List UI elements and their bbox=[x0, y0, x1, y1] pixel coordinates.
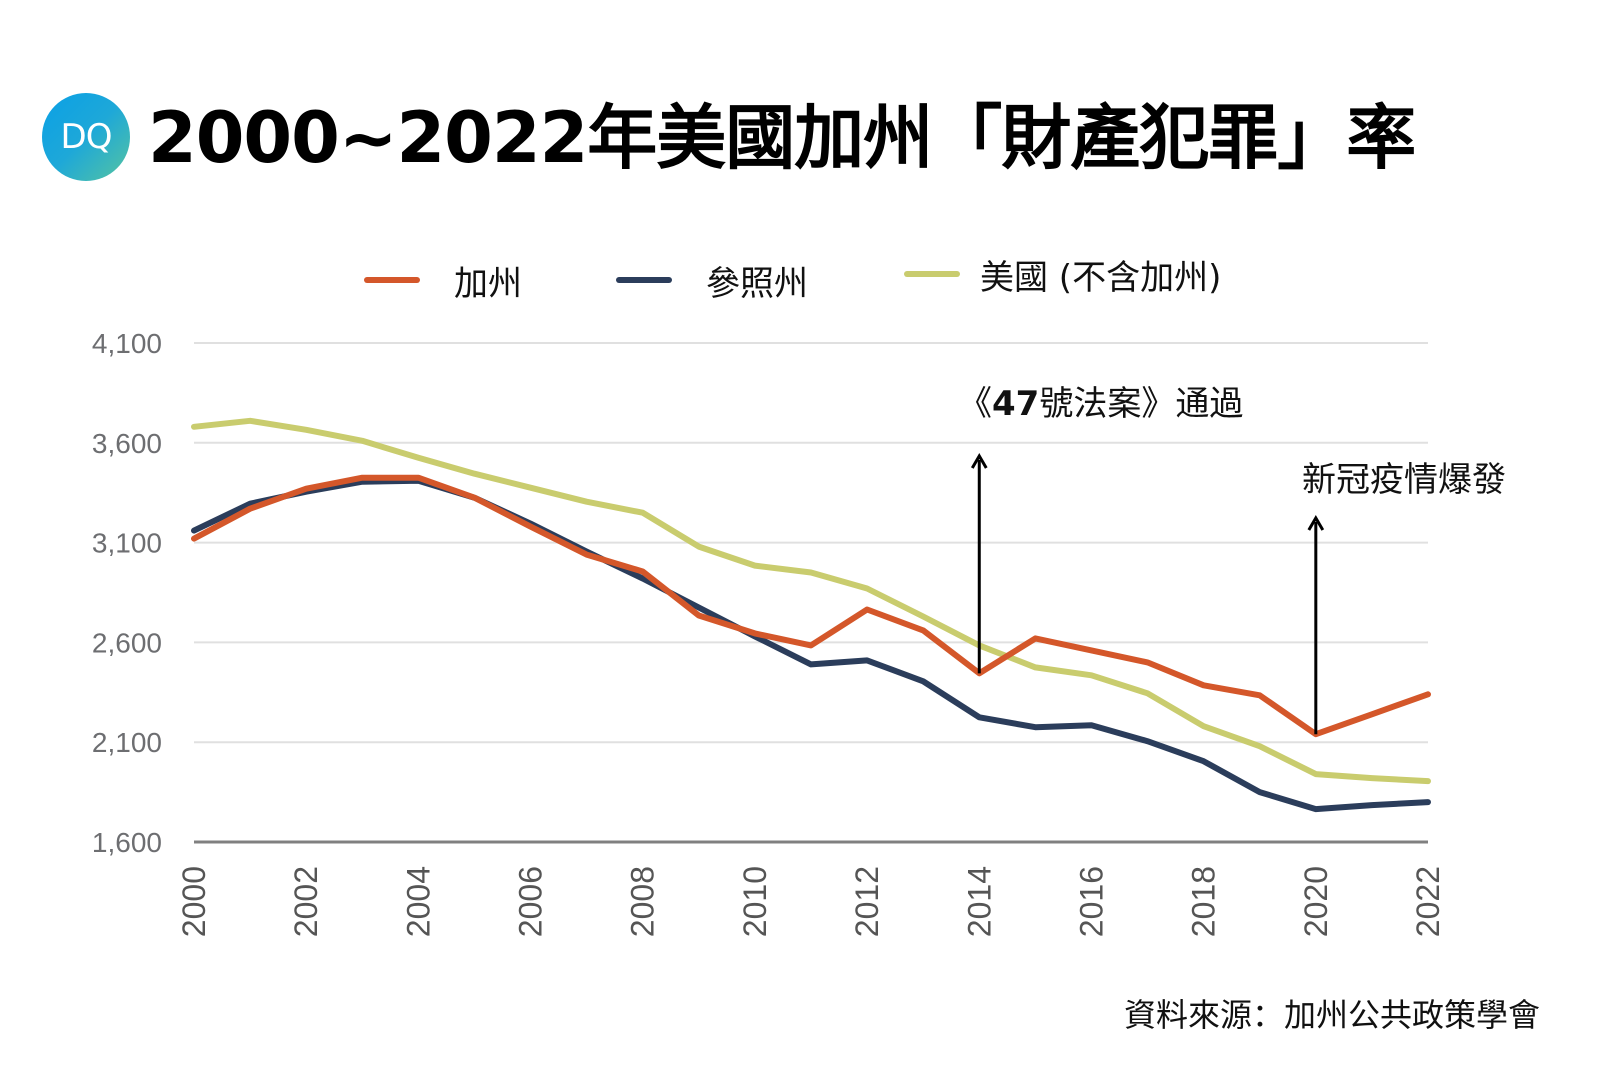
dq-logo: DQ bbox=[42, 93, 130, 181]
logo-text: DQ bbox=[60, 117, 113, 157]
x-tick-label: 2004 bbox=[400, 866, 436, 937]
y-tick-label: 2,600 bbox=[92, 627, 162, 658]
arrow-up-icon bbox=[970, 453, 988, 469]
legend-swatch-california bbox=[364, 277, 420, 283]
legend-item-us-excl-ca: 美國 (不含加州) bbox=[904, 244, 1221, 304]
annotation-prop47: 《47號法案》通過 bbox=[958, 376, 1243, 425]
legend-item-reference-states: 參照州 bbox=[616, 250, 808, 310]
series-line-california bbox=[191, 474, 1431, 738]
x-tick-label: 2010 bbox=[737, 866, 773, 937]
y-axis-ticks: 1,600 2,100 2,600 3,100 3,600 4,100 bbox=[92, 328, 162, 858]
x-tick-label: 2022 bbox=[1410, 866, 1446, 937]
x-axis-ticks: 2000 2002 2004 2006 2008 2010 2012 2014 2016 2018… bbox=[176, 866, 1446, 937]
legend: 加州 參照州 美國 (不含加州) bbox=[0, 250, 1600, 310]
legend-label-us-excl-ca: 美國 (不含加州) bbox=[980, 257, 1222, 298]
legend-label-reference-states: 參照州 bbox=[706, 263, 808, 304]
arrow-up-icon bbox=[1307, 515, 1325, 531]
x-tick-label: 2018 bbox=[1186, 866, 1222, 937]
x-tick-label: 2012 bbox=[849, 866, 885, 937]
source-note: 資料來源：加州公共政策學會 bbox=[1123, 996, 1540, 1034]
x-tick-label: 2002 bbox=[288, 866, 324, 937]
legend-item-california: 加州 bbox=[364, 250, 522, 310]
annotation-arrows bbox=[970, 453, 1325, 735]
x-tick-label: 2016 bbox=[1073, 866, 1109, 937]
annotation-covid: 新冠疫情爆發 bbox=[1302, 460, 1506, 500]
y-tick-label: 3,600 bbox=[92, 428, 162, 459]
annotation-prop47-suffix: 號法案》通過 bbox=[1039, 384, 1244, 424]
y-tick-label: 4,100 bbox=[92, 328, 162, 359]
y-tick-label: 3,100 bbox=[92, 528, 162, 559]
x-tick-label: 2008 bbox=[625, 866, 661, 937]
y-tick-label: 1,600 bbox=[92, 827, 162, 858]
x-tick-label: 2014 bbox=[961, 866, 997, 937]
chart-title: 2000~2022年美國加州「財產犯罪」率 bbox=[148, 97, 1416, 179]
x-tick-label: 2006 bbox=[513, 866, 549, 937]
x-tick-label: 2020 bbox=[1298, 866, 1334, 937]
y-tick-label: 2,100 bbox=[92, 727, 162, 758]
legend-swatch-us-excl-ca bbox=[904, 271, 960, 277]
legend-label-california: 加州 bbox=[454, 263, 522, 304]
legend-swatch-reference-states bbox=[616, 277, 672, 283]
annotation-prop47-prefix: 《 bbox=[958, 384, 992, 424]
annotation-prop47-number: 47 bbox=[992, 384, 1040, 424]
series-lines bbox=[191, 417, 1431, 813]
x-tick-label: 2000 bbox=[176, 866, 212, 937]
